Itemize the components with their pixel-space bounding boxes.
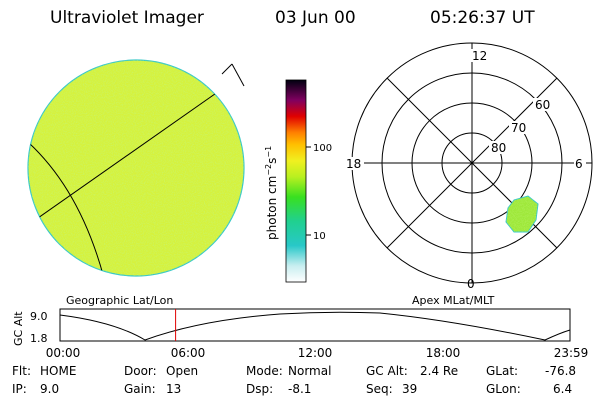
glat-label: GLat: — [486, 364, 519, 378]
pole-tick-2 — [221, 63, 233, 75]
mlt-label-12: 12 — [472, 49, 487, 63]
dsp-value: -8.1 — [288, 382, 312, 396]
door-value: Open — [166, 364, 199, 378]
mlt-label-18: 18 — [346, 157, 361, 171]
unit-photon: photon cm — [265, 176, 279, 240]
ytick-9: 9.0 — [30, 310, 48, 323]
unit-exp2: −1 — [264, 146, 273, 158]
geographic-disk — [27, 59, 245, 277]
ip-label: IP: — [12, 382, 27, 396]
color-bar-unit: photon cm−2s−1 — [264, 146, 279, 240]
pole-tick — [231, 63, 245, 87]
polar-plot: 12 18 6 0 60 70 80 — [344, 42, 593, 291]
gc-alt-label: GC Alt: — [366, 364, 408, 378]
xtick-0000: 00:00 — [46, 346, 81, 360]
time-label: 05:26:37 UT — [430, 8, 535, 28]
mlat-label-60: 60 — [535, 98, 550, 112]
flt-label: Flt: — [12, 364, 31, 378]
mlt-label-6: 6 — [575, 157, 583, 171]
glon-value: 6.4 — [553, 382, 573, 396]
date-label: 03 Jun 00 — [275, 8, 356, 28]
timeline-ylabel: GC Alt — [12, 311, 25, 346]
seq-label: Seq: — [366, 382, 393, 396]
mlat-label-70: 70 — [511, 121, 526, 135]
mode-label: Mode: — [246, 364, 283, 378]
gain-value: 13 — [166, 382, 182, 396]
glat-value: -76.8 — [545, 364, 577, 378]
xtick-0600: 06:00 — [171, 346, 206, 360]
mlat-label-80: 80 — [491, 141, 506, 155]
ip-value: 9.0 — [40, 382, 60, 396]
color-bar: 100 10 photon cm−2s−1 — [264, 79, 332, 283]
flt-value: HOME — [40, 364, 77, 378]
altitude-curve — [59, 311, 571, 341]
orbit-timeline: GC Alt 9.0 1.8 00:00 06:00 12:00 18:00 2… — [12, 308, 589, 360]
aurora-patch-texture — [506, 196, 538, 232]
disk-texture — [28, 60, 244, 276]
tick-label-10: 10 — [313, 231, 326, 242]
terminator-line — [28, 81, 233, 233]
door-label: Door: — [124, 364, 157, 378]
gc-alt-value: 2.4 Re — [420, 364, 459, 378]
dsp-label: Dsp: — [246, 382, 274, 396]
xtick-2359: 23:59 — [554, 346, 589, 360]
gain-label: Gain: — [124, 382, 156, 396]
mode-value: Normal — [288, 364, 332, 378]
ytick-1-8: 1.8 — [30, 332, 48, 345]
geographic-title: Geographic Lat/Lon — [66, 294, 173, 307]
seq-value: 39 — [402, 382, 418, 396]
unit-exp1: −2 — [264, 164, 273, 176]
tick-label-100: 100 — [313, 143, 332, 154]
apex-title: Apex MLat/MLT — [412, 294, 495, 307]
glon-label: GLon: — [486, 382, 521, 396]
unit-s: s — [265, 158, 279, 164]
xtick-1800: 18:00 — [426, 346, 461, 360]
longitude-curve — [28, 134, 106, 276]
xtick-1200: 12:00 — [298, 346, 333, 360]
color-bar-gradient — [285, 79, 307, 283]
mlt-label-0: 0 — [467, 277, 475, 291]
instrument-title: Ultraviolet Imager — [50, 8, 204, 28]
diagonal-2 — [386, 77, 558, 249]
timeline-frame — [59, 308, 571, 342]
